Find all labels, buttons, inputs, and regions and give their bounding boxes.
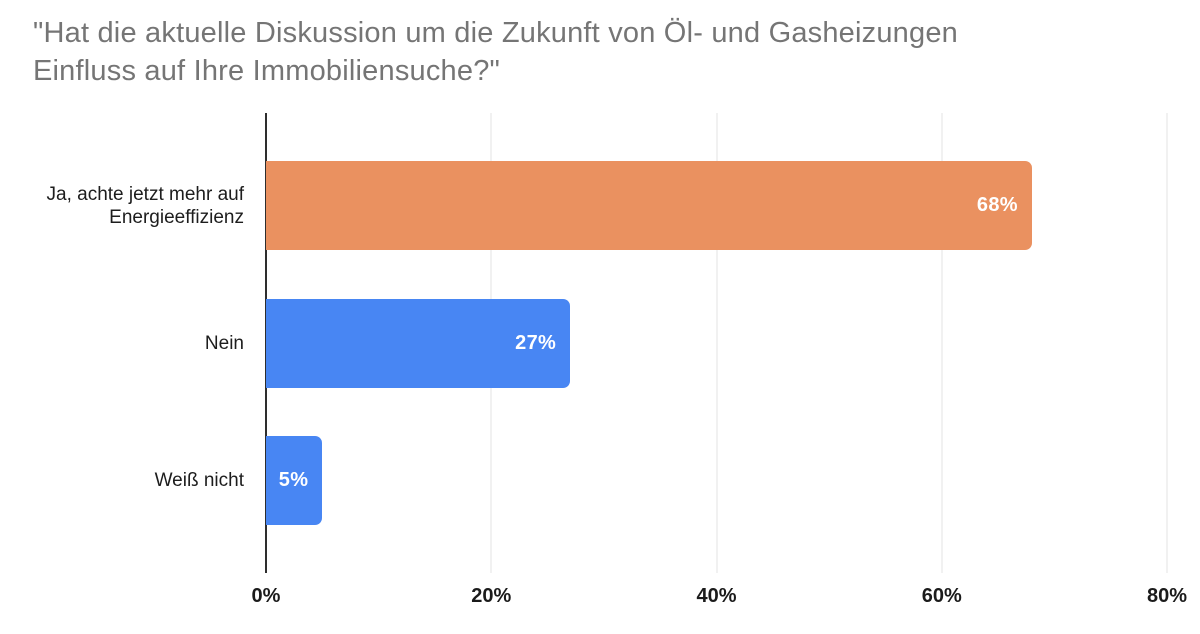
x-gridline — [716, 113, 717, 573]
category-label-line: Ja, achte jetzt mehr auf — [46, 183, 245, 205]
category-label: Nein — [0, 299, 255, 388]
bar-value-label: 5% — [278, 468, 309, 491]
x-axis-tick-label: 20% — [471, 585, 512, 607]
plot-area: 0% 20% 40% 60% 80% 68% 27% 5% — [252, 113, 1187, 607]
bar-row: 5% — [266, 435, 1167, 525]
bar-2: 27% — [266, 298, 571, 388]
x-gridline — [941, 113, 943, 573]
x-axis-tick-label: 60% — [921, 585, 962, 607]
bar-row: 68% — [266, 161, 1167, 251]
category-label-line: Energieeffizienz — [109, 206, 244, 228]
bar-3: 5% — [266, 435, 323, 525]
category-label-line: Nein — [204, 332, 244, 354]
chart-title: "Hat die aktuelle Diskussion um die Zuku… — [33, 14, 1183, 90]
category-label: Weiß nicht — [0, 436, 255, 525]
category-axis-labels: Ja, achte jetzt mehr auf Energieeffizienz… — [0, 113, 255, 573]
x-axis-tick-label: 80% — [1146, 585, 1188, 607]
chart-title-line-1: "Hat die aktuelle Diskussion um die Zuku… — [33, 17, 958, 49]
bar-value-label: 27% — [515, 331, 557, 354]
x-gridline — [1166, 113, 1168, 573]
category-label-line: Weiß nicht — [154, 469, 244, 491]
bar-row: 27% — [266, 298, 1167, 388]
bar-1: 68% — [266, 161, 1032, 251]
x-axis-tick-label: 0% — [251, 585, 281, 607]
x-axis-tick-label: 40% — [696, 585, 737, 607]
category-label: Ja, achte jetzt mehr auf Energieeffizienz — [0, 161, 255, 250]
chart-title-line-2: Einfluss auf Ihre Immobiliensuche?" — [33, 55, 501, 87]
bar-value-label: 68% — [976, 194, 1018, 217]
